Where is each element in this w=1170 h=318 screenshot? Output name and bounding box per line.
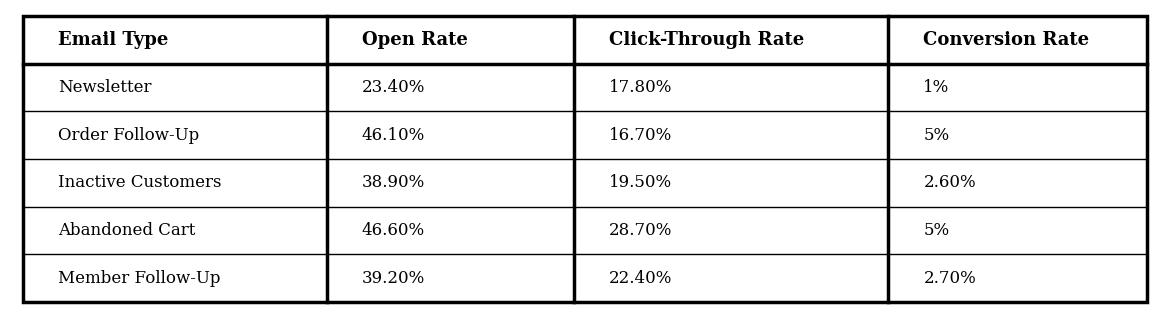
Text: Inactive Customers: Inactive Customers	[58, 174, 222, 191]
Text: 19.50%: 19.50%	[608, 174, 672, 191]
Text: 46.10%: 46.10%	[362, 127, 425, 144]
Text: 2.60%: 2.60%	[923, 174, 976, 191]
Text: 2.70%: 2.70%	[923, 270, 976, 287]
Text: 46.60%: 46.60%	[362, 222, 425, 239]
Text: Click-Through Rate: Click-Through Rate	[608, 31, 804, 49]
Text: 23.40%: 23.40%	[362, 79, 425, 96]
Text: 28.70%: 28.70%	[608, 222, 673, 239]
Text: Member Follow-Up: Member Follow-Up	[58, 270, 221, 287]
Text: Newsletter: Newsletter	[58, 79, 152, 96]
Text: 1%: 1%	[923, 79, 950, 96]
Text: Email Type: Email Type	[58, 31, 168, 49]
Text: 38.90%: 38.90%	[362, 174, 425, 191]
Text: Abandoned Cart: Abandoned Cart	[58, 222, 195, 239]
Text: 16.70%: 16.70%	[608, 127, 672, 144]
Text: Open Rate: Open Rate	[362, 31, 468, 49]
Text: Conversion Rate: Conversion Rate	[923, 31, 1089, 49]
Text: Order Follow-Up: Order Follow-Up	[58, 127, 200, 144]
Text: 5%: 5%	[923, 127, 950, 144]
Text: 5%: 5%	[923, 222, 950, 239]
Text: 22.40%: 22.40%	[608, 270, 673, 287]
Text: 17.80%: 17.80%	[608, 79, 673, 96]
Text: 39.20%: 39.20%	[362, 270, 425, 287]
